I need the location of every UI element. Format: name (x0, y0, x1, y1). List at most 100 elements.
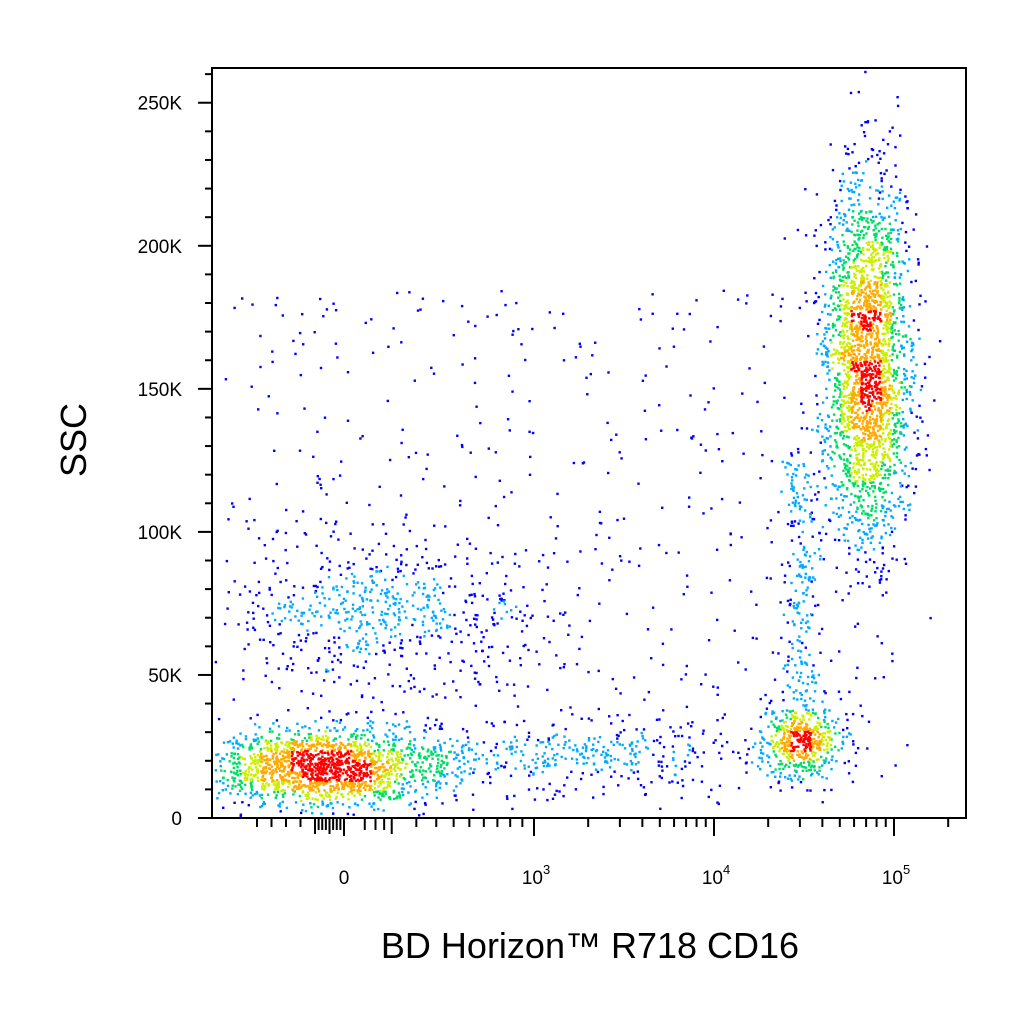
event-dot (848, 397, 851, 400)
event-dot (325, 791, 328, 794)
event-dot (810, 714, 813, 717)
event-dot (857, 249, 860, 253)
event-dot (502, 592, 505, 595)
event-dot (432, 588, 436, 592)
event-dot (881, 423, 884, 426)
event-dot (495, 680, 499, 684)
event-dot (378, 756, 381, 759)
event-dot (818, 742, 822, 745)
event-dot (260, 736, 263, 739)
event-dot (861, 488, 864, 491)
event-dot (845, 330, 849, 333)
event-dot (761, 745, 764, 748)
event-dot (845, 321, 848, 324)
event-dot (904, 562, 908, 565)
event-dot (900, 347, 904, 350)
event-dot (353, 794, 356, 797)
event-dot (717, 802, 720, 806)
event-dot (627, 777, 630, 780)
event-dot (876, 425, 879, 428)
event-dot (388, 771, 391, 774)
event-dot (867, 227, 870, 230)
event-dot (265, 661, 269, 665)
event-dot (316, 475, 319, 478)
event-dot (448, 750, 451, 754)
event-dot (368, 802, 371, 805)
event-dot (344, 599, 347, 602)
event-dot (885, 360, 888, 363)
event-dot (801, 681, 805, 685)
event-dot (309, 747, 312, 750)
event-dot (385, 594, 388, 597)
event-dot (842, 533, 845, 536)
event-dot (460, 443, 464, 447)
event-dot (266, 746, 269, 749)
event-dot (441, 772, 444, 775)
event-dot (815, 740, 818, 743)
event-dot (364, 633, 368, 636)
event-dot (702, 751, 705, 754)
event-dot (335, 795, 338, 799)
event-dot (787, 753, 790, 756)
event-dot (848, 337, 851, 341)
event-dot (320, 624, 323, 627)
event-dot (636, 770, 639, 773)
event-dot (892, 472, 896, 475)
event-dot (852, 462, 855, 465)
event-dot (398, 796, 402, 799)
event-dot (331, 668, 335, 671)
event-dot (855, 472, 858, 475)
event-dot (350, 572, 354, 576)
event-dot (607, 371, 610, 374)
event-dot (753, 742, 757, 745)
event-dot (351, 734, 354, 738)
event-dot (897, 445, 901, 448)
event-dot (886, 401, 889, 404)
event-dot (885, 578, 888, 581)
event-dot (892, 379, 896, 382)
event-dot (636, 740, 639, 743)
event-dot (886, 420, 889, 423)
event-dot (408, 780, 411, 784)
event-dot (881, 298, 884, 301)
event-dot (849, 197, 852, 200)
event-dot (899, 500, 902, 504)
event-dot (377, 796, 380, 799)
event-dot (437, 780, 440, 783)
event-dot (777, 725, 781, 728)
event-dot (511, 745, 514, 748)
event-dot (858, 237, 861, 240)
event-dot (386, 588, 389, 591)
event-dot (383, 769, 386, 772)
event-dot (884, 272, 887, 275)
event-dot (386, 777, 390, 781)
event-dot (925, 454, 928, 457)
event-dot (882, 338, 886, 341)
event-dot (813, 754, 816, 757)
event-dot (814, 291, 818, 295)
event-dot (384, 578, 387, 581)
event-dot (802, 761, 806, 764)
event-dot (466, 557, 469, 560)
event-dot (466, 760, 470, 763)
event-dot (266, 749, 269, 752)
event-dot (844, 261, 848, 264)
event-dot (862, 172, 865, 175)
event-dot (793, 601, 796, 605)
event-dot (797, 535, 801, 539)
event-dot (863, 436, 866, 440)
event-dot (301, 745, 305, 748)
event-dot (405, 583, 409, 586)
event-dot (669, 726, 672, 729)
event-dot (268, 758, 271, 761)
event-dot (898, 191, 902, 195)
event-dot (454, 627, 457, 630)
event-dot (834, 439, 837, 442)
event-dot (440, 722, 443, 725)
event-dot (892, 264, 895, 267)
event-dot (819, 554, 822, 558)
event-dot (845, 495, 848, 498)
event-dot (278, 805, 281, 808)
event-dot (247, 527, 250, 530)
event-dot (492, 724, 495, 728)
